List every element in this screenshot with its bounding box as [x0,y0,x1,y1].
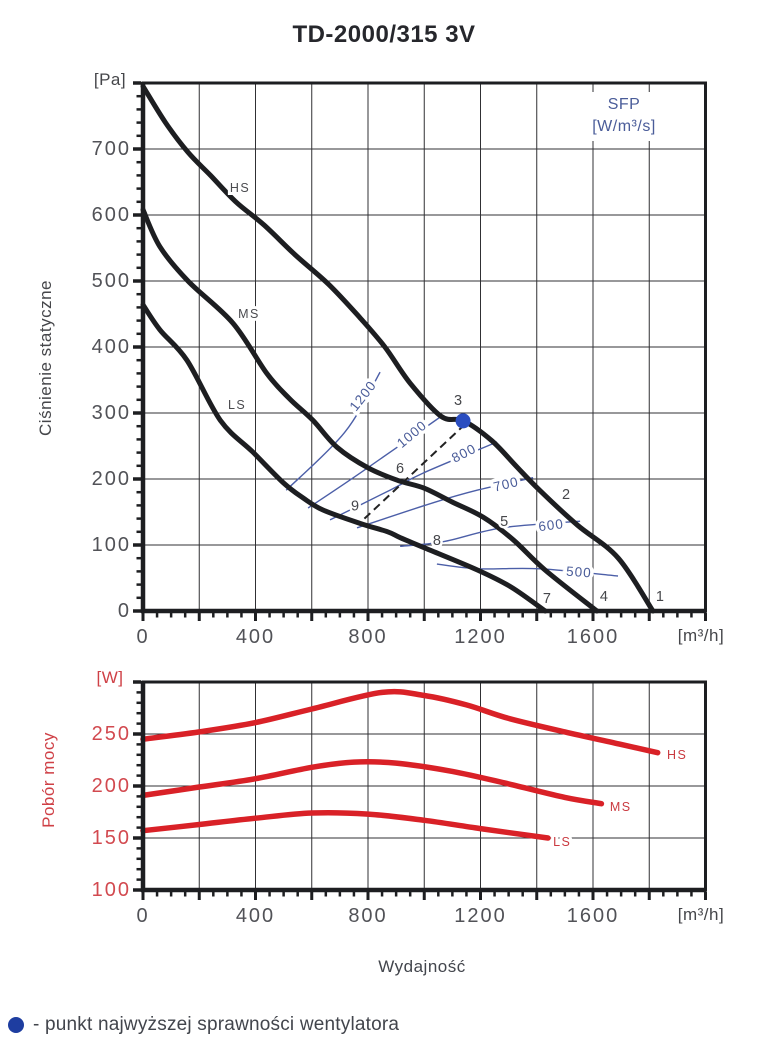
gridlines [143,83,706,611]
sfp-line-label-500: 500 [566,564,593,581]
sfp-legend-line1: SFP [607,96,641,113]
dashed-system-line [360,423,466,523]
bottom-chart: HS MS LS 0 400 800 1200 1600 100 150 200 250 [92,680,707,927]
sfp-legend: SFP [W/m³/s] [566,92,682,141]
flow-axis-title: Wydajność [378,957,466,976]
bottom-x-unit-label: [m³/h] [677,905,725,924]
y-tick-0: 0 [118,600,131,622]
y-tick-700: 700 [92,138,131,160]
y-tick-500: 500 [92,270,131,292]
curves: HS MS LS [140,83,656,614]
sfp-line-label-700: 700 [492,474,520,495]
curves: HS MS LS [140,688,689,852]
pressure-axis-title: Ciśnienie statyczne [36,280,55,436]
curve-label-LS: LS [228,398,246,412]
sfp-line-1200 [285,371,381,491]
point-label-3: 3 [454,393,462,409]
footer-legend: - punkt najwyższej sprawności wentylator… [8,1014,399,1036]
sfp-line-label-800: 800 [449,441,479,466]
x-tick-1200: 1200 [454,905,507,927]
footer-legend-text: - punkt najwyższej sprawności wentylator… [33,1014,400,1035]
x-tick-1200: 1200 [454,626,507,648]
page-title: TD-2000/315 3V [292,21,476,48]
y-tick-400: 400 [92,336,131,358]
y-tick-250: 250 [92,723,131,745]
curve-HS [140,83,656,614]
x-tick-1600: 1600 [567,626,620,648]
curve-LS [140,809,551,841]
x-tick-0: 0 [136,626,149,648]
point-label-1: 1 [656,589,664,605]
sfp-line-label-600: 600 [538,516,565,534]
sfp-line-1000 [307,414,444,509]
point-label-2: 2 [562,487,570,503]
ticks [133,81,707,621]
x-tick-400: 400 [236,905,275,927]
power-axis-title: Pobór mocy [39,732,58,828]
curve-label-HS: HS [667,748,687,762]
best-efficiency-point [455,413,471,429]
point-label-6: 6 [396,461,404,477]
sfp-line-label-1200: 1200 [347,378,380,414]
x-tick-1600: 1600 [567,905,620,927]
point-label-4: 4 [600,589,608,605]
y-tick-100: 100 [92,879,131,901]
curve-HS [140,688,661,756]
curve-label-HS: HS [230,181,250,195]
sfp-legend-line2: [W/m³/s] [592,118,656,136]
curve-MS [140,207,600,614]
point-label-8: 8 [433,533,441,549]
sfp-line-500 [436,563,619,577]
y-tick-300: 300 [92,402,131,424]
bottom-y-unit-label: [W] [96,668,124,687]
tick-labels: 0 400 800 1200 1600 0 100 200 300 400 500 600 700 [92,138,620,648]
x-tick-400: 400 [236,626,275,648]
x-tick-800: 800 [348,626,387,648]
curve-label-MS: MS [238,307,260,321]
gridlines [143,682,706,890]
best-efficiency-dot-icon [8,1017,24,1033]
point-label-7: 7 [543,591,551,607]
y-tick-200: 200 [92,775,131,797]
top-x-unit-label: [m³/h] [677,626,725,645]
operating-point-labels: 1 2 3 4 5 6 7 8 9 [349,391,667,610]
x-tick-0: 0 [136,905,149,927]
y-tick-100: 100 [92,534,131,556]
x-tick-800: 800 [348,905,387,927]
point-label-5: 5 [500,514,508,530]
tick-labels: 0 400 800 1200 1600 100 150 200 250 [92,723,620,927]
top-y-unit-label: [Pa] [93,70,127,89]
curve-label-LS: LS [553,835,571,849]
y-tick-200: 200 [92,468,131,490]
curve-LS [140,302,548,614]
point-label-9: 9 [351,499,359,515]
y-tick-150: 150 [92,827,131,849]
y-tick-600: 600 [92,204,131,226]
ticks [133,680,707,900]
curve-MS [140,758,605,807]
sfp-line-700 [356,477,534,529]
curve-label-MS: MS [610,800,632,814]
